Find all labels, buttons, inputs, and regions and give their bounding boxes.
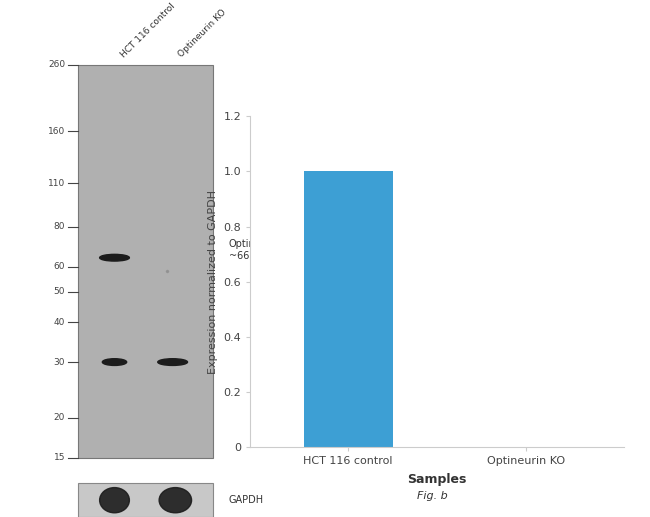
Text: 260: 260 bbox=[48, 60, 65, 69]
Y-axis label: Expression normalized to GAPDH: Expression normalized to GAPDH bbox=[208, 190, 218, 374]
Text: 60: 60 bbox=[53, 262, 65, 271]
Text: 110: 110 bbox=[47, 178, 65, 188]
Bar bbox=[78, 65, 213, 458]
Text: 80: 80 bbox=[53, 222, 65, 232]
Text: Optineurin KO: Optineurin KO bbox=[177, 8, 228, 59]
Ellipse shape bbox=[158, 359, 187, 366]
Bar bbox=[304, 172, 393, 447]
Text: Optineurin
~66kDa: Optineurin ~66kDa bbox=[229, 239, 281, 261]
Text: 160: 160 bbox=[47, 127, 65, 136]
Text: 30: 30 bbox=[53, 358, 65, 367]
X-axis label: Samples: Samples bbox=[408, 473, 467, 486]
Text: 20: 20 bbox=[53, 414, 65, 422]
Text: 50: 50 bbox=[53, 287, 65, 296]
Text: 15: 15 bbox=[53, 453, 65, 462]
Ellipse shape bbox=[102, 359, 127, 366]
Text: 40: 40 bbox=[53, 318, 65, 327]
Text: HCT 116 control: HCT 116 control bbox=[118, 2, 176, 59]
Ellipse shape bbox=[159, 488, 192, 513]
Ellipse shape bbox=[99, 254, 129, 261]
Ellipse shape bbox=[99, 488, 129, 513]
Text: Fig. b: Fig. b bbox=[417, 492, 448, 501]
Bar bbox=[78, 483, 213, 517]
Text: GAPDH: GAPDH bbox=[229, 495, 264, 505]
